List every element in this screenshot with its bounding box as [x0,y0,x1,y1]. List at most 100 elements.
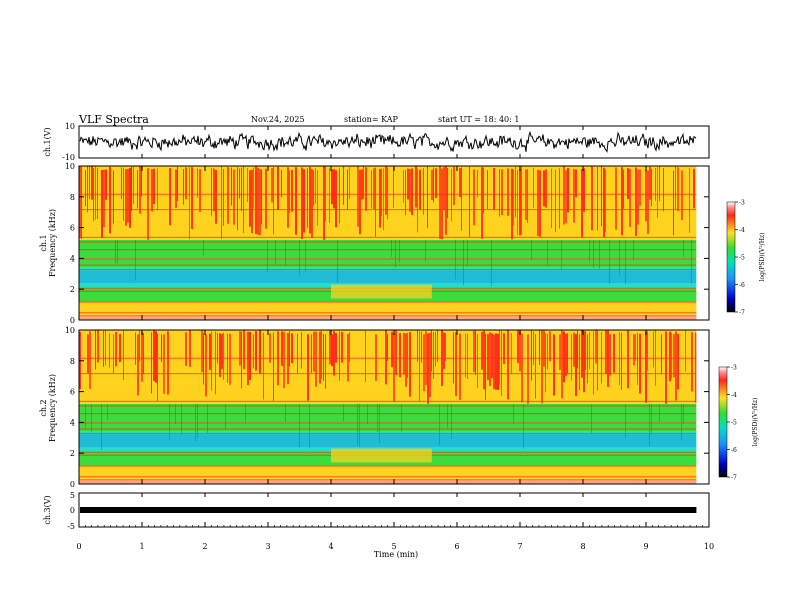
spectrogram-spike [153,330,155,382]
spectrogram-spike [493,167,495,210]
spectrogram-spike [299,403,300,448]
spectrogram-spike [381,168,382,217]
spectrogram-spike [645,170,647,221]
spectrogram-spike [305,239,306,272]
spectrogram-spike [105,169,107,200]
spectrogram-spike [651,403,652,435]
spectrogram-spike [511,333,512,375]
spectrogram-spike [573,332,575,367]
spectrogram-spike [543,330,545,367]
spectrogram-spike [521,166,522,235]
spectrogram-spike [599,239,600,269]
spectrogram-spike [527,168,528,223]
spectrogram-spike [359,403,360,447]
spectrogram-spike [567,333,568,374]
spectrogram-spike [539,330,540,366]
colorbar-tick-label: -6 [731,447,737,454]
spectrogram-spike [491,239,492,287]
spectrogram-spike [347,169,348,210]
spectrogram-spike [433,167,434,203]
spectrogram-spike [511,168,513,240]
spectrogram-spike [417,168,418,233]
spectrogram-spike [635,167,637,236]
spectrogram-spike [313,170,314,206]
spectrogram-spike [97,330,99,363]
spectrogram-spike [613,334,615,373]
spectrogram-spike [357,166,359,227]
spectrogram-spike [295,167,297,235]
spectrogram-spike [601,166,602,227]
spectrogram-spike [549,331,551,362]
spectrogram-spike [565,333,567,376]
spectrogram-spike [447,167,448,219]
spectrogram-spike [157,168,158,210]
spectrogram-spike [663,168,664,212]
spectrogram-spike [215,169,217,224]
spectrogram-spike [423,334,425,392]
spectrogram-line [79,249,697,251]
spectrogram-spike [403,170,404,203]
ch3-ytick-0: 0 [70,506,75,515]
spectrogram-band [79,258,697,268]
spectrogram-spike [137,170,138,209]
spectrogram-spike [229,333,231,385]
spectrogram-spike [359,170,361,235]
spectrogram-spike [147,168,149,240]
spectrogram-spike [331,334,333,367]
spectrogram-spike [387,167,388,220]
spectrogram-spike [603,167,605,238]
spectrogram-spike [323,166,325,240]
spectrogram-spike [691,239,692,284]
spectrogram-spike [581,169,583,238]
spectrogram-spike [135,239,136,281]
spectrogram-spike [627,168,629,199]
spectrogram-spike [673,334,675,378]
spectrogram-spike [405,333,407,387]
spectrogram-spike [87,166,88,213]
spectrogram-spike [255,166,257,234]
spectrogram-spike [693,168,695,209]
spectrogram-patch [331,284,432,299]
spectrogram-spike [117,239,118,264]
ch3-waveform-panel: 5 0 -5 ch.3(V) [43,491,710,531]
spectrogram-spike [691,332,693,392]
ch3-waveform-ylabel: ch.3(V) [43,495,52,524]
spectrogram-spike [469,166,470,237]
spectrogram-spike [425,239,426,262]
spectrogram-line [79,465,697,467]
spectrogram-spike [589,332,590,369]
spectrogram-spike [143,332,144,375]
spectrogram-spike [499,169,500,217]
spectrogram-band [79,316,697,320]
spectrogram-spike [151,169,153,212]
spectrogram-spike [233,169,235,225]
spectrogram-spike [627,330,629,389]
spectrogram-spike [297,333,298,374]
spectrogram-ytick-label: 2 [70,285,75,294]
spectrogram-line [79,400,697,402]
spectrogram-spike [521,333,523,403]
spectrogram-spike [545,169,547,208]
spectrogram-spike [223,332,224,380]
spectrogram-spike [673,170,674,236]
spectrogram-spike [391,239,392,257]
header-station: station= KAP [344,115,399,124]
spectrogram-spike [461,167,462,231]
spectrogram-spike [311,169,313,238]
spectrogram-spike [103,169,105,228]
spectrogram-spike [659,403,660,422]
spectrogram-spike [669,331,671,382]
spectrogram-spike [89,331,91,389]
spectrogram-spike [371,170,372,209]
colorbar-tick-label: -5 [731,420,737,427]
spectrogram-spike [375,334,377,381]
spectrogram-spike [115,331,117,367]
spectrogram-spike [113,170,114,224]
spectrogram-spike [575,169,577,198]
spectrogram-line [79,301,697,303]
spectrogram-spike [285,403,286,423]
spectrogram-spike [141,166,142,197]
spectrogram-band [79,270,697,284]
spectrogram-spike [483,167,484,214]
spectrogram-spike [203,239,204,256]
